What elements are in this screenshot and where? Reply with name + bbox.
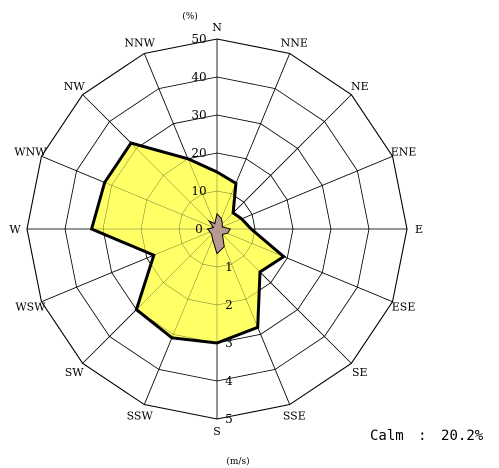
direction-label-nw: NW: [64, 80, 86, 93]
frequency-tick-labels: 0 10 20 30 40 50: [191, 32, 206, 236]
grid-spoke-overlay: [216, 228, 290, 405]
direction-label-nnw: NNW: [124, 36, 155, 49]
direction-label-wnw: WNW: [14, 146, 47, 159]
grid-spoke-overlay: [82, 228, 218, 364]
direction-label-wsw: WSW: [15, 300, 46, 313]
grid-spoke-overlay: [216, 53, 290, 230]
speed-tick-labels: 1 2 3 4 5: [225, 260, 233, 426]
direction-label-ssw: SSW: [127, 410, 154, 423]
speed-unit-label: (m/s): [226, 456, 249, 467]
frequency-tick-label: 40: [191, 70, 206, 84]
direction-labels: N NNE NE ENE E ESE SE SSE S SSW SW WSW W WNW NW NNW: [9, 21, 423, 438]
calm-readout: Calm : 20.2%: [370, 428, 484, 444]
calm-separator: :: [418, 428, 426, 444]
direction-label-ne: NE: [351, 80, 369, 93]
speed-tick-label: 4: [225, 374, 233, 388]
grid-spoke-overlay: [41, 228, 218, 302]
frequency-tick-label: 0: [195, 222, 203, 236]
frequency-tick-label: 10: [191, 184, 206, 198]
frequency-tick-label: 30: [191, 108, 206, 122]
frequency-series-polygon: [89, 141, 287, 345]
direction-label-w: W: [9, 223, 21, 236]
grid-spoke-overlay: [82, 94, 218, 230]
direction-label-ene: ENE: [391, 146, 417, 159]
grid-spoke-overlay: [216, 228, 393, 302]
direction-label-sse: SSE: [283, 410, 306, 423]
speed-tick-label: 3: [225, 336, 233, 350]
grid-spoke-overlay: [41, 156, 218, 230]
frequency-unit-label: (%): [182, 11, 198, 22]
speed-tick-label: 2: [225, 298, 233, 312]
grid-spoke-overlay: [216, 156, 393, 230]
grid-spoke-overlay: [216, 228, 352, 364]
direction-label-nne: NNE: [281, 36, 308, 49]
frequency-tick-label: 20: [191, 146, 206, 160]
calm-value: 20.2%: [441, 428, 484, 444]
frequency-tick-label: 50: [191, 32, 206, 46]
direction-label-sw: SW: [65, 366, 85, 379]
grid-spoke-overlay: [216, 94, 352, 230]
direction-label-e: E: [415, 223, 423, 236]
direction-label-ese: ESE: [392, 300, 416, 313]
direction-label-n: N: [212, 21, 222, 34]
grid-overlay: [27, 39, 407, 419]
direction-label-se: SE: [352, 366, 368, 379]
calm-label: Calm: [370, 428, 404, 444]
grid-spoke-overlay: [144, 228, 218, 405]
speed-tick-label: 5: [225, 412, 233, 426]
direction-label-s: S: [213, 425, 221, 438]
grid-spoke-overlay: [144, 53, 218, 230]
speed-series-polygon: [206, 212, 232, 255]
speed-tick-label: 1: [225, 260, 233, 274]
